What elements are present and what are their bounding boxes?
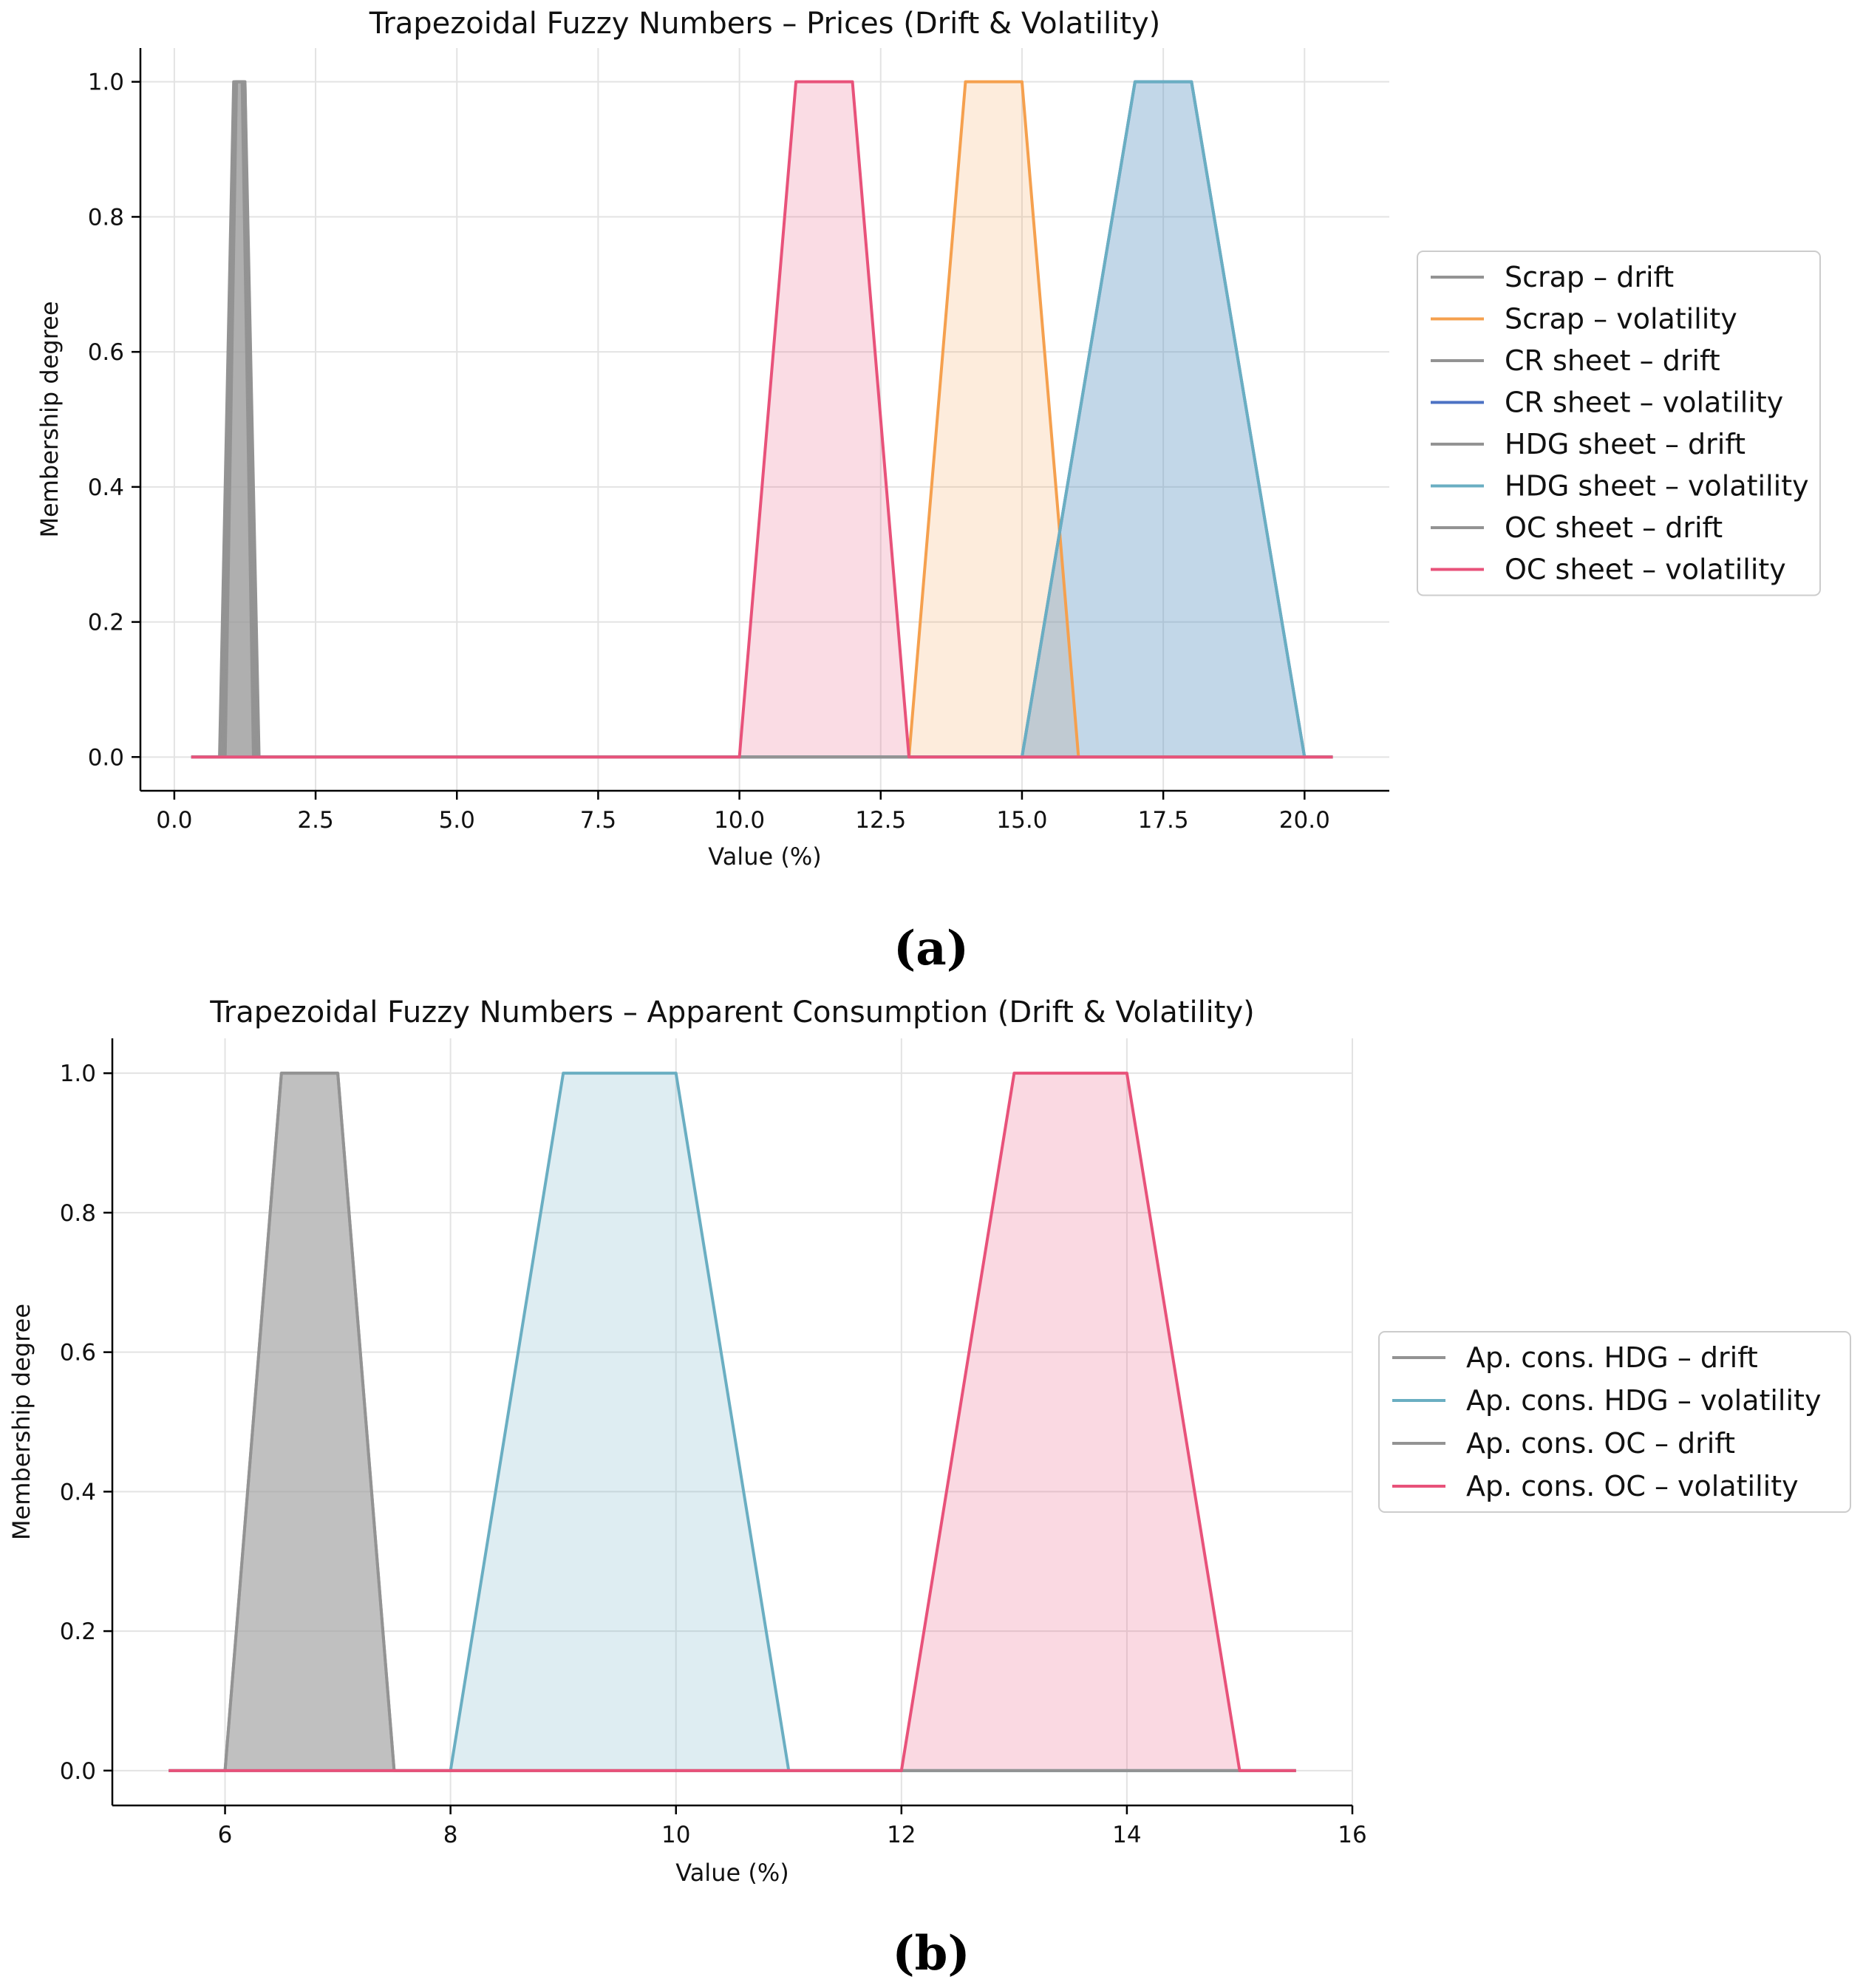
series-fill — [191, 81, 1333, 758]
legend-label: Ap. cons. HDG – volatility — [1466, 1384, 1821, 1417]
x-tick-label: 14 — [1112, 1822, 1141, 1848]
legend: Scrap – drift Scrap – volatility CR sheet … — [1417, 251, 1821, 596]
x-tick-label: 12 — [887, 1822, 916, 1848]
legend-label: Scrap – drift — [1505, 261, 1674, 293]
y-tick-label: 0.4 — [88, 474, 124, 501]
y-tick-label: 0.2 — [88, 610, 124, 636]
y-tick-label: 1.0 — [88, 69, 124, 96]
legend-label: Scrap – volatility — [1505, 303, 1737, 336]
y-tick-label: 0.8 — [88, 204, 124, 231]
chart-a: 0.0 2.5 5.0 7.5 10.0 12.5 15.0 17.5 20.0 0.0 0.2 0.… — [35, 7, 1821, 976]
x-tick-label: 10.0 — [714, 807, 765, 834]
series-line — [191, 80, 1333, 759]
y-tick-label: 0.8 — [60, 1200, 96, 1227]
x-tick-label: 6 — [218, 1822, 233, 1848]
legend-label: Ap. cons. OC – volatility — [1466, 1470, 1799, 1502]
x-axis-label: Value (%) — [708, 842, 821, 871]
x-axis-label: Value (%) — [675, 1859, 789, 1887]
chart-title: Trapezoidal Fuzzy Numbers – Apparent Con… — [209, 995, 1255, 1029]
x-tick-label: 20.0 — [1279, 807, 1330, 834]
legend-box — [1417, 251, 1821, 596]
figure-caption: (b) — [892, 1926, 970, 1981]
y-tick-label: 0.6 — [88, 339, 124, 366]
series-fill — [168, 1073, 1296, 1771]
x-tick-label: 7.5 — [580, 807, 616, 834]
y-tick-label: 0.2 — [60, 1618, 96, 1645]
chart-b: 6 8 10 12 14 16 0.0 0.2 0.4 0.6 0.8 1.0 Trapezoidal … — [7, 995, 1851, 1981]
y-tick-label: 0.6 — [60, 1340, 96, 1366]
y-axis-label: Membership degree — [7, 1304, 35, 1540]
legend-label: OC sheet – drift — [1505, 511, 1723, 544]
x-tick-label: 8 — [443, 1822, 458, 1848]
legend-box — [1378, 1331, 1851, 1513]
x-tick-label: 5.0 — [439, 807, 475, 834]
series-fill — [191, 81, 1333, 758]
series-fill — [191, 81, 1333, 758]
x-tick-label: 12.5 — [855, 807, 906, 834]
y-tick-label: 1.0 — [60, 1061, 96, 1087]
series-fill — [168, 1073, 1296, 1771]
x-tick-label: 0.0 — [156, 807, 192, 834]
y-tick-label: 0.0 — [88, 744, 124, 771]
legend-label: Ap. cons. OC – drift — [1466, 1427, 1735, 1460]
legend-label: Ap. cons. HDG – drift — [1466, 1341, 1758, 1374]
figure-caption: (a) — [893, 921, 969, 976]
x-tick-label: 10 — [661, 1822, 690, 1848]
y-tick-label: 0.0 — [60, 1758, 96, 1785]
x-tick-label: 16 — [1338, 1822, 1366, 1848]
x-tick-label: 2.5 — [297, 807, 333, 834]
legend-label: HDG sheet – volatility — [1505, 470, 1809, 503]
y-axis-label: Membership degree — [35, 301, 64, 537]
legend-label: OC sheet – volatility — [1505, 554, 1786, 586]
legend-label: CR sheet – drift — [1505, 344, 1720, 377]
y-tick-label: 0.4 — [60, 1479, 96, 1505]
series-fill — [168, 1073, 1296, 1771]
legend-label: HDG sheet – drift — [1505, 428, 1746, 460]
chart-title: Trapezoidal Fuzzy Numbers – Prices (Drif… — [369, 7, 1160, 41]
x-tick-label: 15.0 — [996, 807, 1047, 834]
series-line — [168, 1072, 1296, 1772]
x-tick-label: 17.5 — [1138, 807, 1189, 834]
legend: Ap. cons. HDG – drift Ap. cons. HDG – vol… — [1378, 1331, 1851, 1513]
series-fill — [191, 81, 1333, 758]
legend-label: CR sheet – volatility — [1505, 387, 1783, 419]
